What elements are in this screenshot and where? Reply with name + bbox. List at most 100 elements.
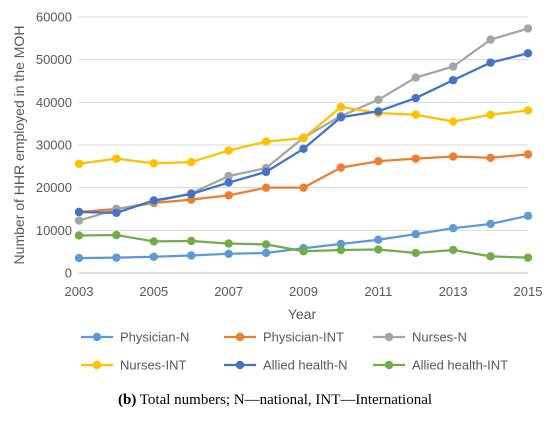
y-axis-title: Number of HHR employed in the MOH — [11, 26, 27, 265]
data-point — [261, 183, 271, 192]
data-point — [149, 159, 159, 168]
data-point — [112, 253, 121, 262]
data-point — [224, 191, 233, 200]
data-point — [74, 253, 84, 263]
legend-item: Physician-N — [81, 330, 189, 345]
data-point — [411, 93, 420, 103]
data-point — [448, 62, 458, 71]
data-point — [149, 196, 159, 205]
legend: Physician-N Physician-INT Nurses-N Nurses-I… — [81, 330, 508, 373]
x-tick-label: 2013 — [439, 284, 468, 299]
data-point — [523, 211, 533, 221]
data-point — [523, 106, 533, 115]
legend-label: Physician-N — [120, 330, 189, 345]
data-point — [523, 253, 533, 262]
data-point — [448, 245, 458, 255]
data-point — [486, 35, 495, 44]
data-point — [112, 230, 121, 240]
data-point — [411, 248, 420, 258]
data-point — [448, 75, 458, 85]
data-point — [224, 249, 233, 258]
legend-swatch-marker — [92, 360, 102, 370]
data-point — [299, 133, 308, 143]
legend-item: Nurses-N — [373, 330, 467, 345]
legend-item: Physician-INT — [224, 330, 344, 345]
legend-swatch-marker — [92, 332, 102, 342]
data-point — [486, 153, 495, 162]
data-point — [374, 235, 383, 244]
data-point — [299, 144, 308, 154]
data-point — [149, 237, 159, 246]
series-physician-n — [74, 211, 533, 263]
data-point — [149, 252, 159, 261]
y-tick-label: 0 — [65, 266, 72, 281]
legend-swatch-marker — [384, 360, 394, 370]
series-nurses-n — [74, 24, 533, 225]
data-point — [187, 236, 196, 246]
data-point — [411, 229, 420, 239]
data-point — [374, 157, 383, 166]
x-tick-label: 2011 — [364, 284, 392, 299]
x-axis-ticks: 2003 2005 2007 2009 2011 2013 2015 — [65, 284, 543, 299]
data-point — [74, 207, 84, 217]
data-point — [448, 152, 458, 161]
series-lines — [74, 24, 533, 263]
data-point — [336, 102, 346, 112]
y-tick-label: 30000 — [36, 138, 72, 153]
data-point — [523, 49, 533, 58]
caption-label: (b) — [117, 392, 137, 408]
legend-item: Allied health-N — [224, 358, 348, 373]
data-point — [486, 58, 495, 67]
data-point — [486, 252, 495, 261]
data-point — [411, 154, 420, 163]
legend-label: Allied health-INT — [412, 358, 508, 373]
legend-label: Physician-INT — [263, 330, 344, 345]
data-point — [187, 251, 196, 260]
x-tick-label: 2009 — [289, 284, 318, 299]
data-point — [261, 137, 271, 146]
legend-label: Allied health-N — [263, 358, 348, 373]
data-point — [74, 216, 84, 225]
data-point — [336, 113, 346, 122]
data-point — [336, 245, 346, 255]
series-physician-int — [74, 150, 533, 217]
data-point — [187, 189, 196, 199]
data-point — [486, 219, 495, 229]
x-axis-title: Year — [288, 306, 317, 322]
data-point — [224, 146, 233, 155]
y-tick-label: 50000 — [36, 52, 72, 67]
caption-text: Total numbers; N—national, INT—Internati… — [136, 392, 433, 408]
legend-swatch-marker — [384, 332, 394, 342]
data-point — [74, 231, 84, 240]
data-point — [523, 150, 533, 159]
data-point — [261, 248, 271, 258]
data-point — [261, 240, 271, 249]
x-tick-label: 2003 — [65, 284, 94, 299]
data-point — [112, 154, 121, 163]
data-point — [74, 159, 84, 168]
data-point — [374, 245, 383, 254]
y-axis-ticks: 0 10000 20000 30000 40000 50000 60000 — [36, 10, 72, 281]
legend-item: Nurses-INT — [81, 358, 187, 373]
legend-swatch-marker — [235, 360, 245, 370]
data-point — [448, 117, 458, 126]
data-point — [112, 208, 121, 218]
legend-swatch-marker — [235, 332, 245, 342]
data-point — [486, 110, 495, 119]
x-tick-label: 2015 — [514, 284, 543, 299]
data-point — [224, 171, 233, 181]
y-tick-label: 40000 — [36, 95, 72, 110]
data-point — [448, 224, 458, 233]
data-point — [374, 95, 383, 104]
y-tick-label: 20000 — [36, 180, 72, 195]
data-point — [411, 73, 420, 82]
x-tick-label: 2005 — [139, 284, 168, 299]
legend-label: Nurses-INT — [120, 358, 187, 373]
legend-item: Allied health-INT — [373, 358, 508, 373]
data-point — [523, 24, 533, 33]
series-nurses-int — [74, 102, 533, 168]
data-point — [336, 239, 346, 249]
series-allied-health-n — [74, 49, 533, 218]
legend-label: Nurses-N — [412, 330, 467, 345]
x-tick-label: 2007 — [214, 284, 243, 299]
